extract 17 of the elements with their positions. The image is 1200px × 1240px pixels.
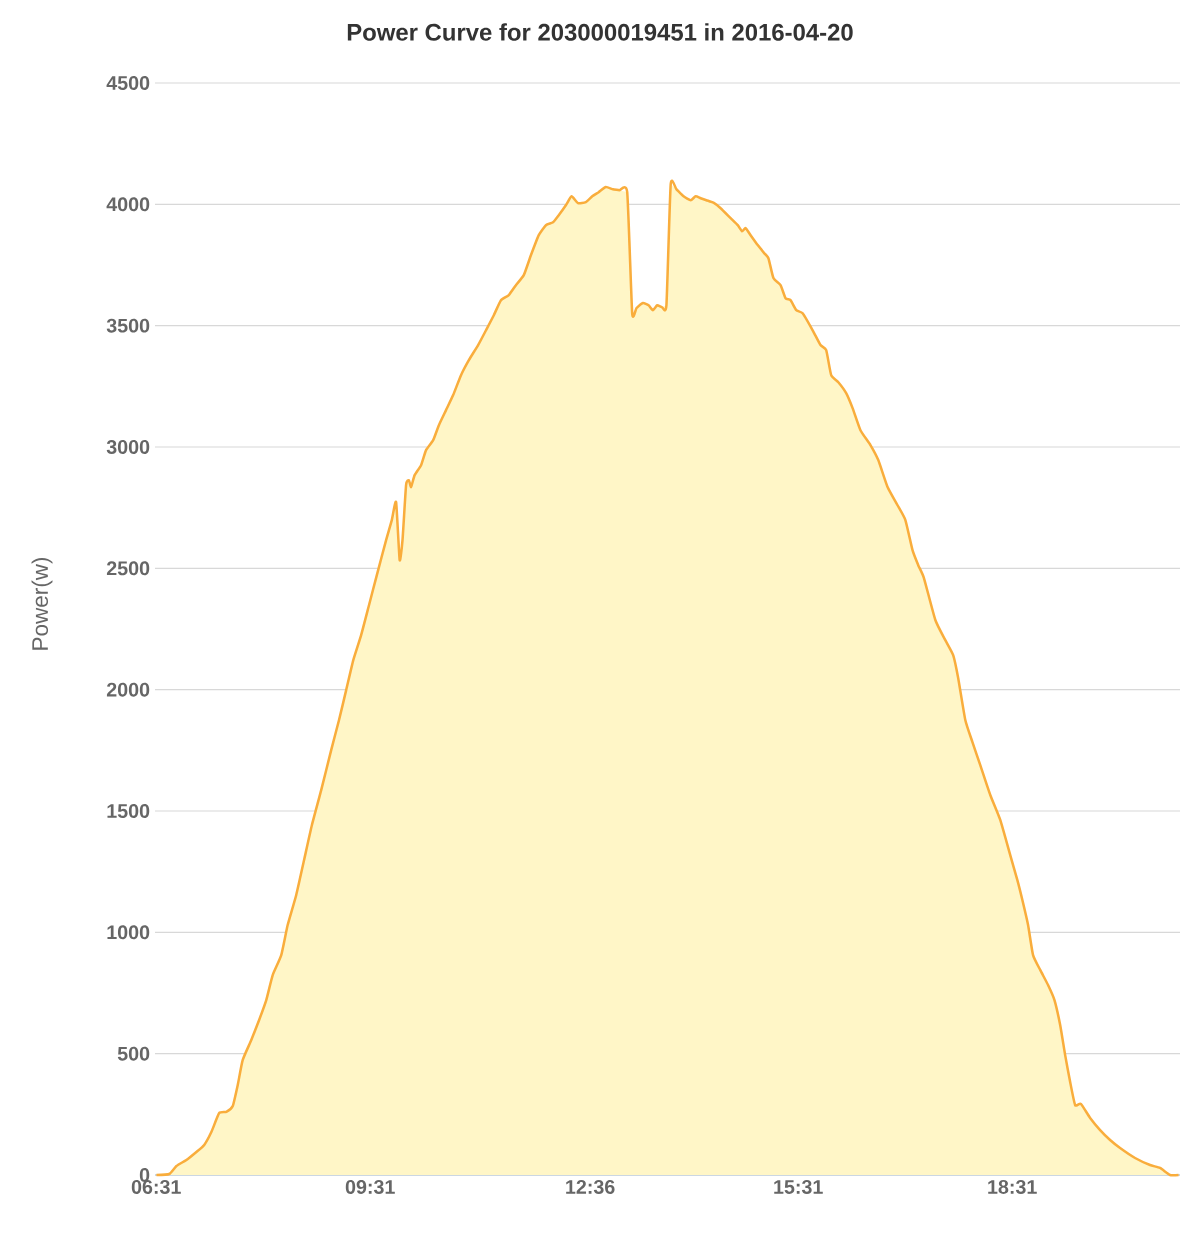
y-tick-label: 2000: [106, 682, 150, 697]
y-axis-title: Power(w): [31, 557, 53, 650]
y-tick-label: 2500: [106, 561, 150, 576]
x-tick-label: 12:36: [566, 1179, 615, 1194]
y-tick-label: 1000: [107, 925, 150, 940]
x-tick-label: 15:31: [774, 1179, 823, 1194]
y-tick-label: 4000: [106, 197, 150, 212]
chart-title: Power Curve for 203000019451 in 2016-04-20: [347, 23, 853, 41]
x-tick-label: 06:31: [131, 1179, 181, 1194]
y-tick-label: 0: [139, 1168, 150, 1182]
y-tick-label: 4500: [106, 76, 150, 90]
x-tick-label: 18:31: [988, 1179, 1037, 1194]
y-tick-label: 3000: [106, 440, 150, 454]
y-tick-label: 3500: [106, 318, 150, 333]
y-tick-label: 1500: [107, 804, 150, 818]
x-tick-label: 09:31: [345, 1179, 395, 1194]
y-tick-label: 500: [117, 1046, 150, 1061]
